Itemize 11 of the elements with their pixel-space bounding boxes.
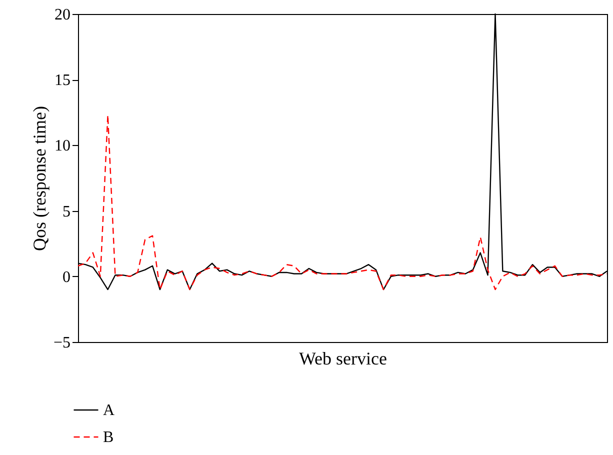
y-tick-label: −5 — [53, 334, 70, 352]
line-series — [77, 114, 608, 290]
legend-label: A — [103, 402, 115, 419]
y-tick-label: 15 — [54, 72, 70, 90]
legend-label: B — [103, 429, 114, 446]
y-axis-title: Qos (response time) — [29, 106, 50, 251]
y-tick-label: 5 — [62, 203, 70, 220]
x-axis-title: Web service — [298, 348, 388, 368]
y-tick-label: 20 — [54, 6, 70, 24]
y-tick-label: 10 — [54, 138, 70, 155]
y-tick-label: 0 — [62, 268, 70, 286]
